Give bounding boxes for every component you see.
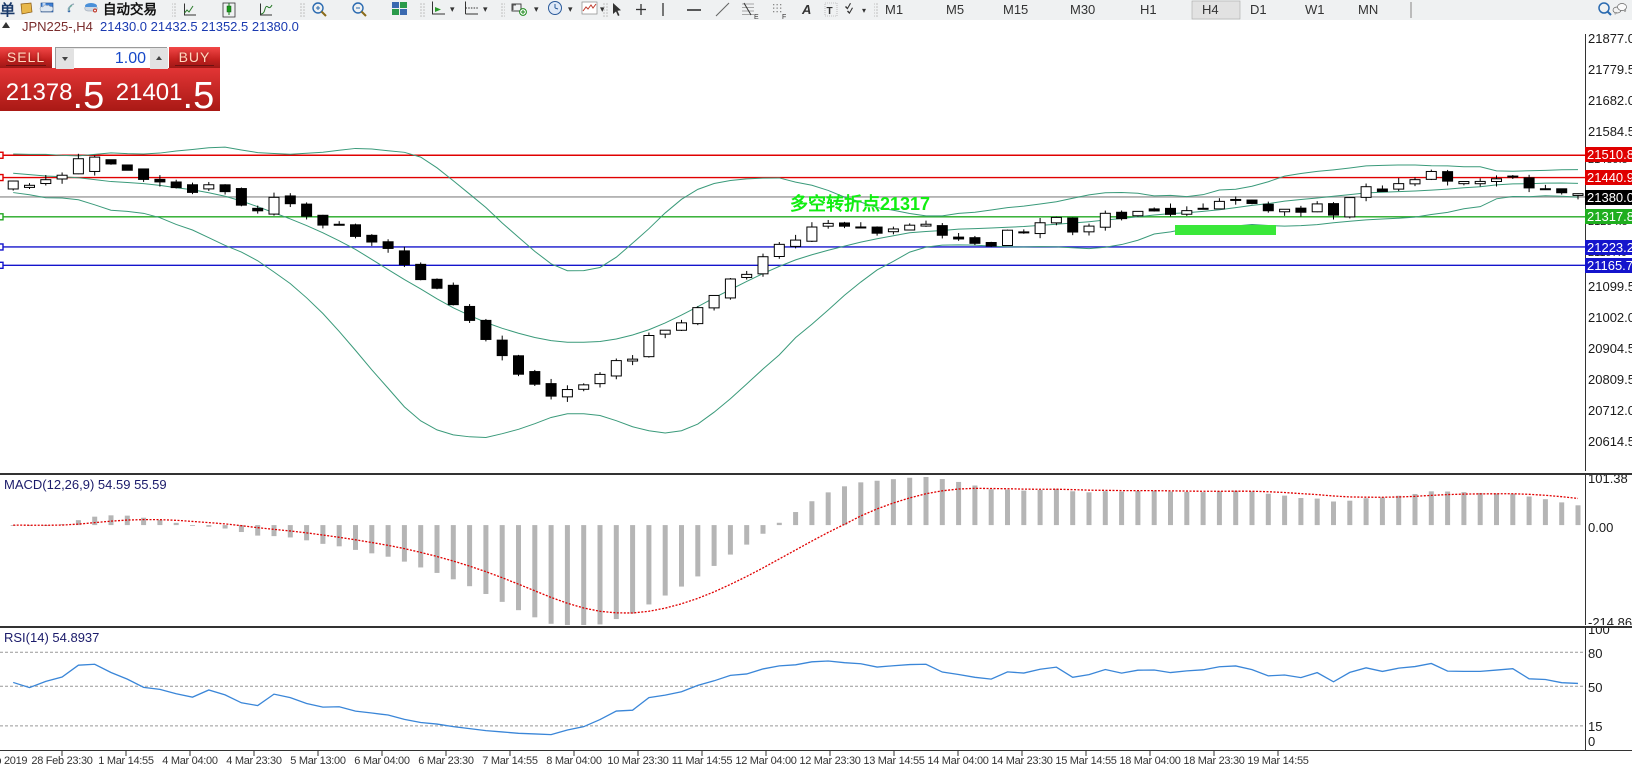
svg-text:M1: M1 (885, 2, 903, 17)
svg-text:多空转折点21317: 多空转折点21317 (790, 193, 930, 214)
svg-text:M30: M30 (1070, 2, 1095, 17)
svg-text:A: A (801, 2, 811, 17)
svg-text:▾: ▾ (483, 4, 488, 14)
svg-text:▾: ▾ (568, 4, 573, 14)
svg-text:自动交易: 自动交易 (103, 1, 157, 17)
svg-text:W1: W1 (1305, 2, 1325, 17)
svg-text:H1: H1 (1140, 2, 1157, 17)
svg-text:单: 单 (0, 1, 15, 19)
svg-text:M5: M5 (946, 2, 964, 17)
svg-text:MN: MN (1358, 2, 1378, 17)
svg-text:H4: H4 (1202, 2, 1219, 17)
svg-text:▾: ▾ (450, 4, 455, 14)
svg-text:D1: D1 (1250, 2, 1267, 17)
svg-text:▾: ▾ (862, 6, 866, 15)
svg-text:▾: ▾ (534, 4, 539, 14)
svg-text:T: T (827, 6, 833, 17)
svg-text:M15: M15 (1003, 2, 1028, 17)
